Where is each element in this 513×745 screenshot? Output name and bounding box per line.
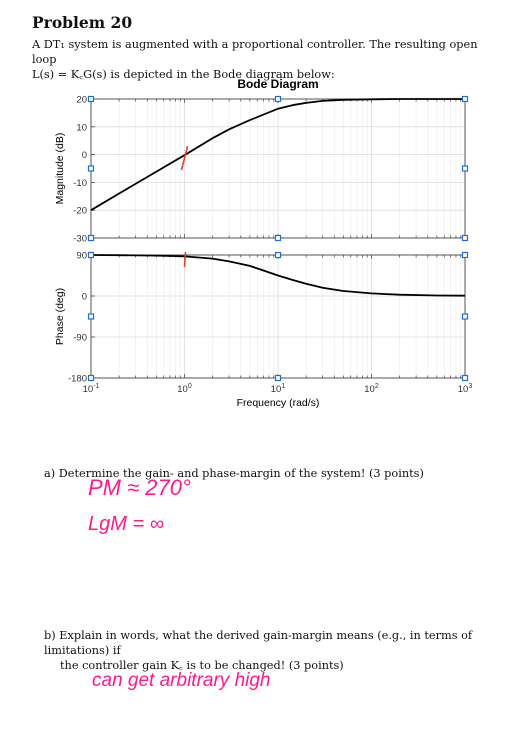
question-b-label: b) [44,629,56,642]
question-a-label: a) [44,467,56,480]
handwritten-gain-margin: LgM = ∞ [88,513,164,535]
crossover-mark-phase [183,251,187,268]
intro-line-2: L(s) = K꜀G(s) is depicted in the Bode di… [32,68,335,81]
y-tick-label: 0 [82,150,87,161]
y-tick-label: 20 [76,95,87,106]
x-tick-label: 102 [364,383,379,395]
magnitude-curve [90,98,465,211]
y-axis-label: Phase (deg) [54,288,66,345]
phase-panel: 90 0 -90 -180 Phase (deg) [54,251,469,385]
magnitude-panel: 20 10 0 -10 -20 -30 Magnitude (dB) [54,95,469,245]
y-tick-label: -180 [68,374,87,385]
selection-handle [87,234,95,242]
y-tick-label: 90 [76,251,87,262]
phase-curve [90,254,466,297]
x-tick-label: 100 [177,383,192,395]
selection-handle [274,234,282,242]
y-tick-label: -90 [73,333,87,344]
selection-handle [87,165,95,172]
selection-handle [87,374,95,382]
selection-handle [461,165,469,172]
question-b-line-1: Explain in words, what the derived gain-… [44,629,473,657]
question-b-line-2: the controller gain K꜀ is to be changed!… [60,659,344,672]
question-a-text: Determine the gain- and phase-margin of … [58,467,424,480]
selection-handle [461,251,469,259]
selection-handle [87,95,95,103]
x-tick-label: 103 [458,383,473,395]
selection-handle [461,374,469,382]
problem-intro: A DT₁ system is augmented with a proport… [32,37,502,82]
selection-handle [87,313,95,320]
question-b: b) Explain in words, what the derived ga… [44,628,504,673]
handwritten-answer-b-text: can get arbitrary high [92,670,271,691]
selection-handle [461,234,469,242]
selection-handle [274,251,282,259]
chart-title: Bode Diagram [237,77,318,91]
x-tick-label: 101 [271,383,286,395]
y-axis-label: Magnitude (dB) [54,133,66,205]
selection-handle [461,95,469,103]
y-tick-label: 0 [82,292,87,303]
problem-title: Problem 20 [32,13,133,32]
x-axis-label: Frequency (rad/s) [237,397,320,409]
y-tick-label: 10 [76,122,87,133]
selection-handle [274,95,282,103]
selection-handle [461,313,469,320]
y-tick-label: -30 [73,234,87,245]
y-tick-label: -10 [73,178,87,189]
y-tick-label: -20 [73,206,87,217]
intro-line-1: A DT₁ system is augmented with a proport… [32,38,478,66]
x-tick-label: 10-1 [83,383,100,395]
question-a: a) Determine the gain- and phase-margin … [44,466,499,481]
handwritten-answer-b: can get arbitrary high [92,670,271,691]
selection-handle [87,251,95,259]
handwritten-phase-margin: PM ≈ 270° [88,475,191,500]
handwritten-answer-a: PM ≈ 270° LgM = ∞ [88,475,191,535]
selection-handle [274,374,282,382]
crossover-mark-magnitude [180,145,189,171]
